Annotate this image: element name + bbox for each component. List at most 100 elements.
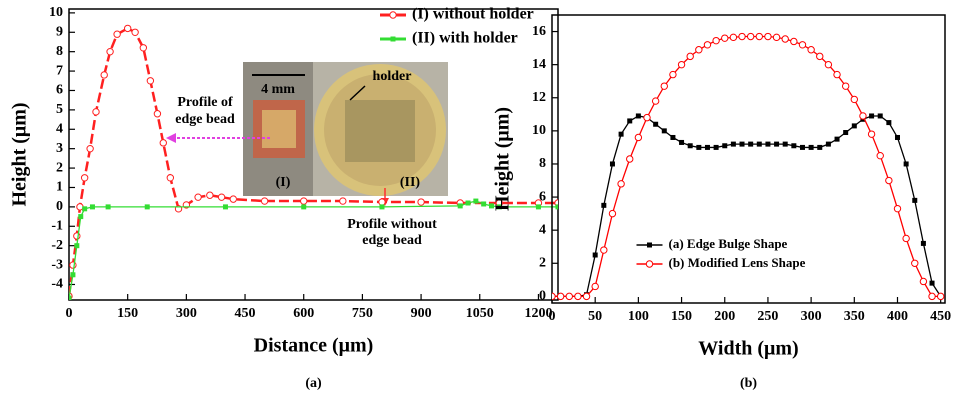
marker [67, 296, 72, 301]
legend-label: (I) without holder [412, 6, 534, 23]
y-tick-label: 6 [539, 189, 546, 204]
marker [610, 161, 615, 166]
marker [740, 142, 745, 147]
marker [670, 135, 675, 140]
marker [261, 198, 267, 204]
marker [74, 243, 79, 248]
y-tick-label: 8 [56, 44, 63, 59]
marker [773, 34, 779, 40]
marker [713, 37, 719, 43]
x-tick-label: 1050 [466, 306, 494, 321]
marker [687, 53, 693, 59]
inset-label: (II) [400, 175, 421, 190]
marker [912, 260, 918, 266]
marker [124, 25, 130, 31]
marker [835, 137, 840, 142]
marker [696, 145, 701, 150]
y-tick-label: 4 [539, 222, 546, 237]
marker [868, 131, 874, 137]
legend-label: (II) with holder [412, 30, 518, 47]
marker [895, 135, 900, 140]
x-tick-label: 150 [117, 306, 138, 321]
marker [593, 253, 598, 258]
marker [87, 145, 93, 151]
marker [817, 53, 823, 59]
marker [783, 142, 788, 147]
marker [154, 111, 160, 117]
marker [930, 281, 935, 286]
marker [886, 120, 891, 125]
legend-marker [646, 261, 652, 267]
marker [903, 235, 909, 241]
y-tick-label: 5 [56, 102, 63, 117]
marker [826, 142, 831, 147]
marker [458, 203, 463, 208]
marker [851, 96, 857, 102]
marker [195, 194, 201, 200]
marker [618, 181, 624, 187]
marker [747, 33, 753, 39]
marker [473, 199, 478, 204]
marker [722, 143, 727, 148]
y-tick-label: 16 [532, 24, 546, 39]
marker [929, 293, 935, 299]
marker [575, 293, 581, 299]
marker [843, 130, 848, 135]
marker [583, 293, 589, 299]
marker [70, 272, 75, 277]
y-tick-label: -3 [51, 257, 63, 272]
marker [748, 142, 753, 147]
panel-label: (b) [740, 376, 757, 391]
x-tick-label: 450 [930, 309, 951, 324]
marker [566, 293, 572, 299]
marker [107, 48, 113, 54]
marker [601, 203, 606, 208]
marker [627, 156, 633, 162]
marker [636, 113, 641, 118]
legend-marker [391, 37, 396, 42]
y-tick-label: 2 [56, 160, 63, 175]
y-tick-label: 3 [56, 141, 63, 156]
marker [114, 31, 120, 37]
y-tick-label: -2 [51, 238, 63, 253]
marker [101, 72, 107, 78]
marker [774, 142, 779, 147]
marker [132, 29, 138, 35]
marker [834, 71, 840, 77]
series-line [69, 201, 558, 298]
marker [609, 210, 615, 216]
y-tick-label: 1 [56, 180, 63, 195]
marker [662, 128, 667, 133]
marker [696, 47, 702, 53]
marker [601, 247, 607, 253]
inset-label: (I) [276, 175, 291, 190]
marker [791, 38, 797, 44]
x-tick-label: 600 [293, 306, 314, 321]
marker [218, 194, 224, 200]
marker [756, 33, 762, 39]
marker [860, 113, 866, 119]
x-tick-label: 100 [628, 309, 649, 324]
y-tick-label: 10 [49, 5, 63, 20]
legend-marker [647, 243, 652, 248]
marker [481, 201, 486, 206]
marker [791, 143, 796, 148]
annotation: edge bead [362, 233, 422, 248]
y-tick-label: 0 [539, 289, 546, 304]
page: 4 mm holder (I) (II) Profile of edge bea… [0, 0, 959, 401]
marker [653, 122, 658, 127]
x-tick-label: 900 [411, 306, 432, 321]
marker [704, 42, 710, 48]
marker [920, 278, 926, 284]
y-tick-label: 14 [532, 57, 546, 72]
marker [912, 198, 917, 203]
annotation: Profile without [347, 217, 437, 232]
sample-i-center [262, 110, 296, 148]
marker [670, 71, 676, 77]
legend-label: (a) Edge Bulge Shape [669, 236, 788, 251]
marker [627, 118, 632, 123]
y-tick-label: 6 [56, 83, 63, 98]
marker [842, 83, 848, 89]
marker [937, 293, 943, 299]
marker [230, 196, 236, 202]
